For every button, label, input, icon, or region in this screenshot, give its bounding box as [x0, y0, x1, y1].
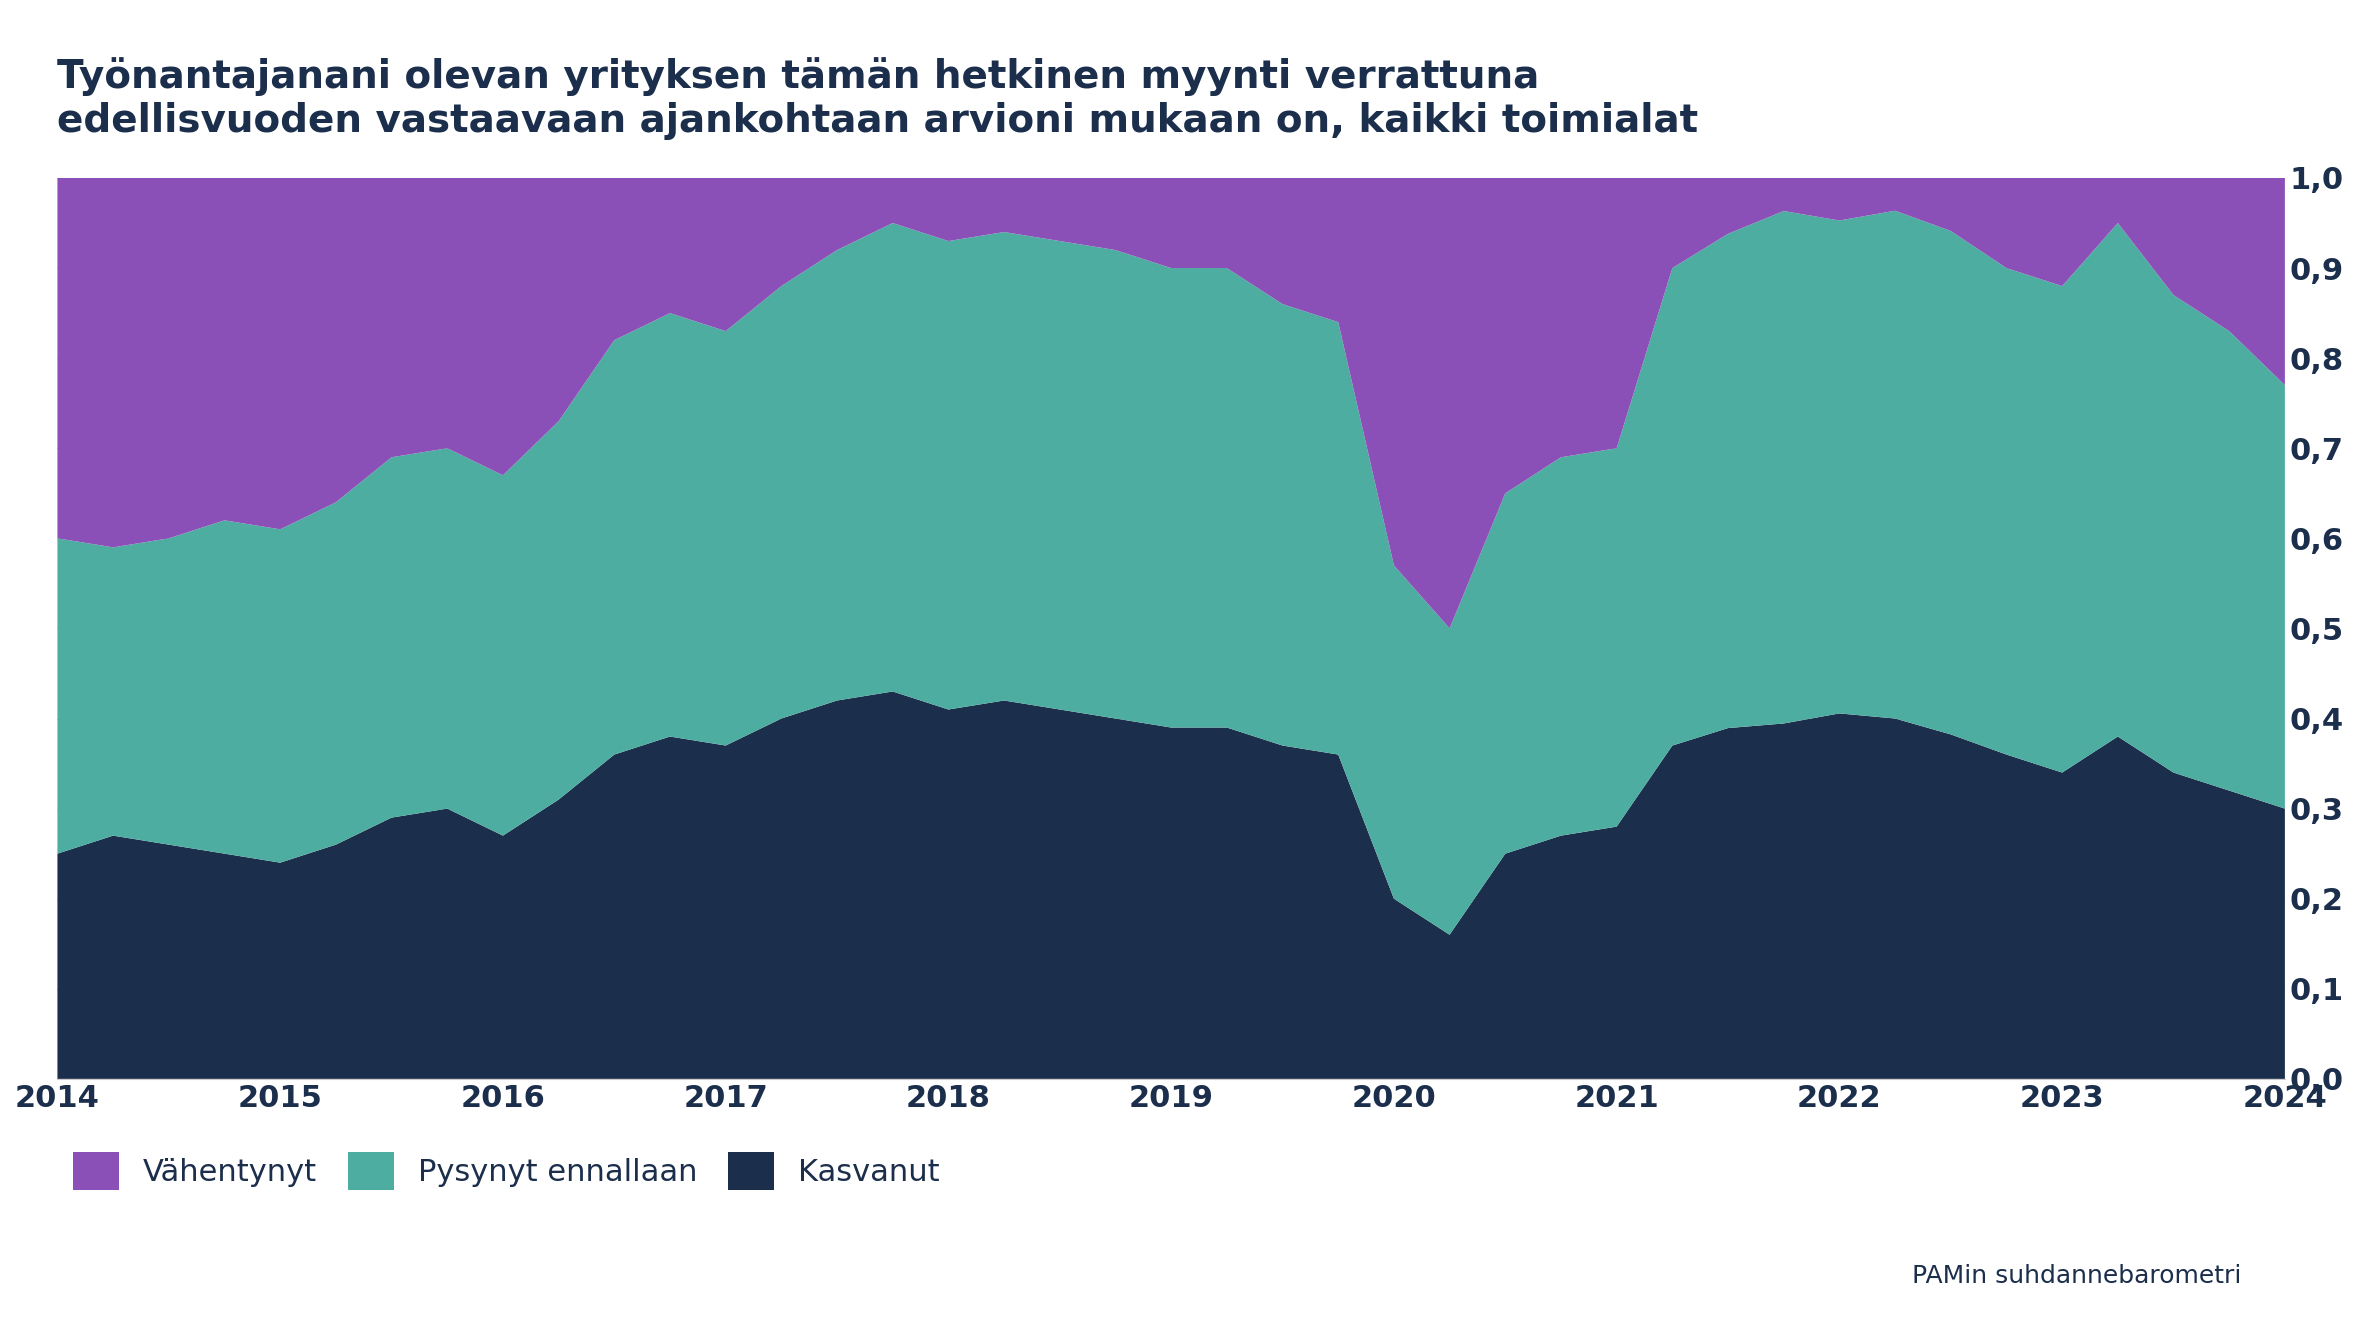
Text: PAMin suhdannebarometri: PAMin suhdannebarometri [1911, 1264, 2241, 1288]
Legend: Vähentynyt, Pysynyt ennallaan, Kasvanut: Vähentynyt, Pysynyt ennallaan, Kasvanut [73, 1153, 939, 1190]
Text: Työnantajanani olevan yrityksen tämän hetkinen myynti verrattuna
edellisvuoden v: Työnantajanani olevan yrityksen tämän he… [57, 57, 1698, 141]
